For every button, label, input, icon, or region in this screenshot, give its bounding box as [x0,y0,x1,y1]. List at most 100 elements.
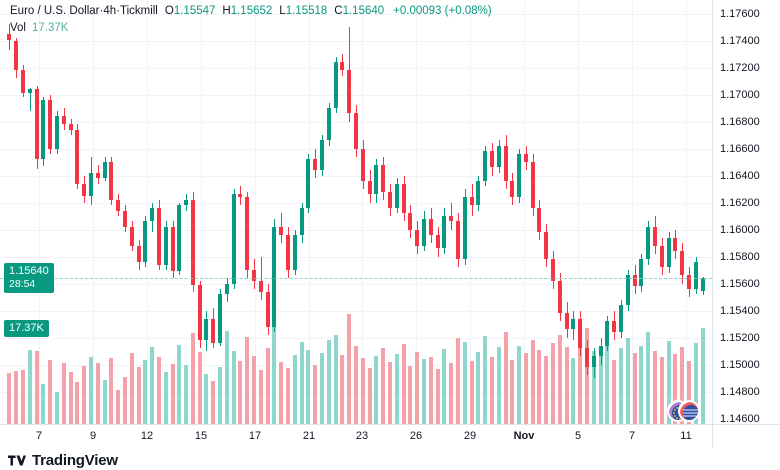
candle-body [95,172,100,179]
candle-body [313,159,318,171]
volume-bar [326,340,331,424]
chart-plot-area[interactable] [0,0,712,424]
candle-body [510,180,515,198]
candle-body [48,99,53,149]
candle-body [347,70,352,114]
candle-body [61,116,66,125]
candle-body [279,226,284,235]
legend-separator-1: · [99,5,104,17]
candle-body [530,162,535,208]
tradingview-wordmark: TradingView [32,452,118,469]
volume-bar [591,351,596,424]
candle-body [360,148,365,181]
candle-body [449,216,454,222]
volume-bar [564,346,569,424]
candle-body [354,113,358,149]
candle-body [367,180,372,195]
grid-line-vertical [93,0,94,424]
volume-bar [197,352,202,424]
candle-body [245,197,250,271]
broker-label[interactable]: Tickmill [119,5,158,17]
currency-pair-flags[interactable] [666,400,701,422]
symbol-name[interactable]: Euro / U.S. Dollar [10,5,100,17]
tradingview-logo-icon [8,455,26,466]
current-price-badge[interactable]: 1.15640 28:54 [4,263,54,294]
volume-bar [116,389,121,424]
candle-body [523,153,528,163]
candlestick-series [7,24,705,379]
candle-body [625,275,630,306]
current-volume-badge[interactable]: 17.37K [4,319,49,337]
time-axis-tick: 29 [463,430,477,442]
candle-wick [30,87,31,111]
time-axis-tick: 5 [574,430,582,442]
candle-body [503,145,508,181]
candle-body [204,318,209,341]
candle-body [483,151,488,181]
volume-bar [68,371,73,424]
price-scale[interactable]: 1.17600 1.17400 1.17200 1.17000 1.16800 1.166… [712,0,780,425]
volume-bar [680,347,685,424]
candle-body [605,321,610,346]
candle-body [224,283,229,295]
time-scale[interactable]: 7 9 12 15 17 21 23 26 29 Nov 5 7 11 [0,424,712,448]
volume-bar [387,361,392,424]
candle-body [109,162,114,200]
volume-bar [578,340,583,424]
candle-body [598,345,603,357]
candle-body [102,162,107,179]
candle-body [496,145,501,168]
time-axis-tick: 26 [409,430,423,442]
price-axis-tick: 1.14600 [720,412,760,425]
price-axis-tick: 1.15200 [720,331,760,344]
candle-body [116,199,121,211]
candle-body [20,70,25,94]
price-axis-tick: 1.17600 [720,7,760,20]
grid-line-vertical [470,0,471,424]
candle-body [591,356,596,368]
volume-bar [82,366,87,424]
candle-body [687,275,691,289]
volume-bar [612,360,617,424]
volume-bar [340,354,345,424]
volume-bar [374,355,379,424]
volume-bar [653,350,658,424]
candle-body [381,164,386,192]
volume-bar [143,359,148,424]
candle-body [129,226,134,246]
candle-body [292,234,297,271]
candle-body [673,237,678,252]
grid-line-vertical [255,0,256,424]
volume-bar [449,363,454,424]
price-axis-tick: 1.16600 [720,142,760,155]
candle-body [88,172,93,196]
candle-body [408,213,413,230]
candle-body [666,237,671,268]
open-group: O1.15547 [165,4,216,19]
volume-label[interactable]: Vol [10,22,26,34]
candle-body [306,159,311,208]
volume-bar [163,372,168,424]
price-axis-tick: 1.15600 [720,277,760,290]
volume-bar [571,358,576,424]
candle-body [571,318,576,330]
candle-body [632,275,637,287]
candle-body [557,280,562,314]
time-axis-tick: 21 [302,430,316,442]
current-price-line [0,278,712,280]
low-label: L [279,5,286,17]
candle-body [211,318,216,343]
high-label: H [222,5,231,17]
candle-body [82,183,87,196]
candle-body [54,116,59,149]
interval-label[interactable]: 4h [103,5,117,17]
candle-body [333,62,338,109]
candle-body [68,124,73,130]
candle-body [455,221,460,260]
volume-bar [360,357,365,424]
candle-body [585,348,590,368]
grid-line-horizontal [0,284,712,285]
volume-bar [218,366,223,424]
candle-body [421,218,426,246]
price-axis-tick: 1.16400 [720,169,760,182]
